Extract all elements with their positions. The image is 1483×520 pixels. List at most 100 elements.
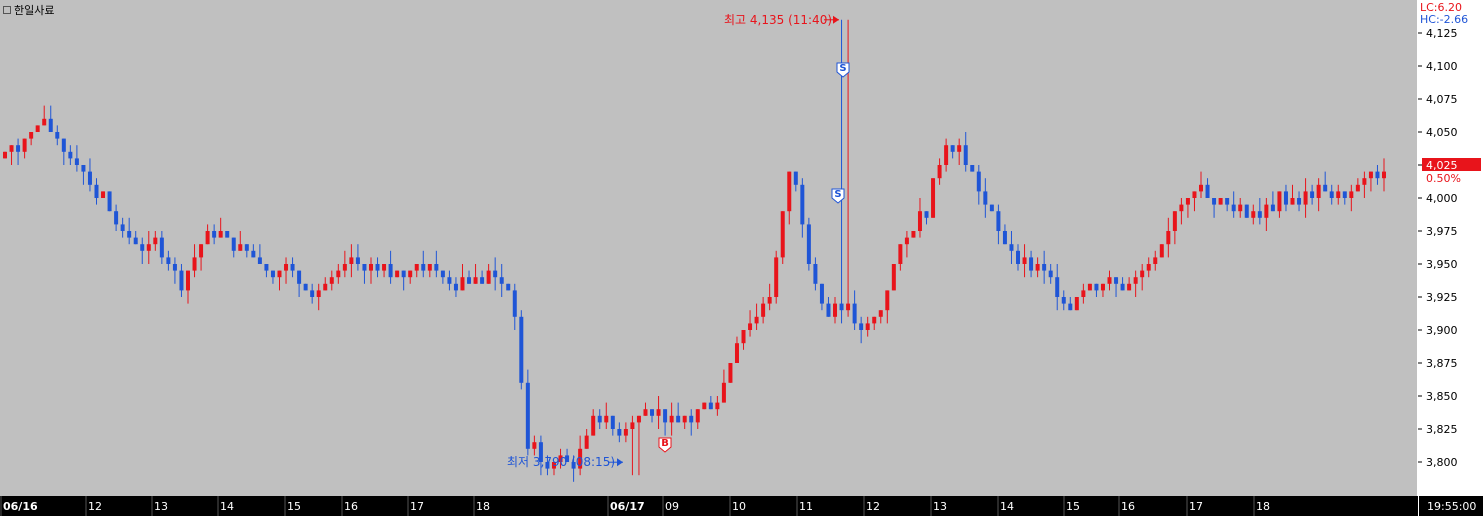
candle-body — [917, 211, 922, 231]
price-tick-label: 3,875 — [1426, 357, 1458, 370]
candle-body — [447, 277, 452, 284]
time-tick-label: 16 — [344, 500, 358, 513]
price-axis-svg: 4,125 4,100 4,075 4,050 4,025 4,000 3,975 3,950… — [1418, 1, 1481, 469]
clock-box: 19:55:00 — [1418, 496, 1483, 516]
candle-body — [382, 264, 387, 271]
candle-body — [767, 297, 772, 304]
candle-body — [9, 145, 14, 152]
lc-indicator: LC:6.20 — [1420, 1, 1462, 14]
candle-body — [133, 237, 138, 245]
candle-body — [571, 462, 576, 469]
candle-body — [833, 303, 838, 317]
candle-body — [1375, 171, 1380, 179]
candle-body — [650, 409, 655, 416]
candle-body — [336, 270, 341, 278]
svg-text:B: B — [661, 438, 669, 449]
candle-body — [120, 224, 125, 231]
candle-body — [1002, 231, 1007, 245]
candle-body — [1153, 257, 1158, 264]
candle-body — [55, 132, 60, 139]
candle-body — [427, 264, 432, 271]
candle-body — [388, 264, 393, 278]
candle-body — [1225, 198, 1230, 205]
clock-svg: 19:55:00 — [1427, 500, 1476, 513]
candle-body — [297, 270, 302, 284]
candle-body — [1022, 257, 1027, 264]
candle-body — [35, 125, 40, 132]
candle-body — [310, 290, 315, 297]
candle-body — [728, 363, 733, 383]
candle-body — [872, 316, 877, 324]
price-tick-label: 4,050 — [1426, 126, 1458, 139]
buy-marker[interactable]: B — [658, 437, 672, 453]
candle-body — [787, 171, 792, 212]
candle-body — [1009, 244, 1014, 251]
sell-marker[interactable]: S — [836, 62, 850, 78]
candle-body — [408, 270, 413, 278]
candle-body — [42, 118, 47, 126]
candle-body — [270, 270, 275, 278]
candle-body — [983, 191, 988, 205]
candle-body — [793, 171, 798, 185]
candle-body — [970, 165, 975, 172]
candle-body — [1277, 191, 1282, 212]
title-box-icon — [3, 6, 11, 14]
candle-body — [166, 257, 171, 264]
candle-body — [1133, 277, 1138, 284]
candle-body — [904, 237, 909, 245]
candle-body — [806, 224, 811, 264]
candle-body — [636, 415, 641, 423]
candle-body — [597, 415, 602, 423]
candle-body — [885, 290, 890, 311]
candle-body — [558, 455, 563, 462]
candle-body — [656, 409, 661, 416]
current-price-label: 4,025 — [1426, 159, 1458, 172]
instrument-title[interactable]: 한일사료 — [3, 2, 54, 18]
chart-plot-area[interactable]: 최고 4,135 (11:40) 최저 3,790 (08:15) S S B — [0, 0, 1418, 496]
candle-body — [414, 264, 419, 271]
candle-body — [1212, 198, 1217, 205]
candle-body — [865, 323, 870, 330]
price-tick-label: 3,925 — [1426, 291, 1458, 304]
candle-body — [676, 415, 681, 423]
candle-body — [29, 132, 34, 139]
candle-body — [591, 415, 596, 436]
sell-marker[interactable]: S — [831, 188, 845, 204]
candle-body — [1382, 171, 1386, 179]
candle-body — [421, 264, 426, 271]
candle-body — [473, 277, 478, 284]
time-tick-label: 17 — [410, 500, 424, 513]
candle-body — [1035, 264, 1040, 271]
low-annotation: 최저 3,790 (08:15) — [507, 455, 615, 469]
candle-body — [1094, 283, 1099, 291]
candle-body — [963, 145, 968, 165]
candle-body — [512, 290, 517, 317]
candle-body — [1127, 283, 1132, 291]
candle-body — [225, 231, 230, 238]
candle-body — [251, 250, 256, 258]
candle-body — [1120, 283, 1125, 291]
time-tick-label: 13 — [154, 500, 168, 513]
candle-body — [22, 138, 27, 152]
candle-body — [689, 415, 694, 423]
candle-body — [950, 145, 955, 152]
time-tick-label: 14 — [1000, 500, 1014, 513]
candle-body — [1179, 204, 1184, 212]
candle-body — [153, 237, 158, 245]
candle-body — [1087, 283, 1092, 291]
candle-body — [898, 244, 903, 264]
candle-body — [1323, 184, 1328, 192]
candle-body — [663, 409, 668, 423]
candle-body — [238, 244, 243, 251]
current-price-box — [1422, 158, 1481, 171]
candle-body — [231, 237, 236, 251]
candle-body — [146, 244, 151, 251]
candle-body — [1192, 191, 1197, 198]
candle-body — [87, 171, 92, 185]
time-tick-label: 11 — [799, 500, 813, 513]
current-change-label: 0.50% — [1426, 172, 1461, 185]
candle-body — [1061, 297, 1066, 304]
candle-body — [140, 244, 145, 251]
candle-body — [1107, 277, 1112, 284]
candle-body — [440, 270, 445, 278]
